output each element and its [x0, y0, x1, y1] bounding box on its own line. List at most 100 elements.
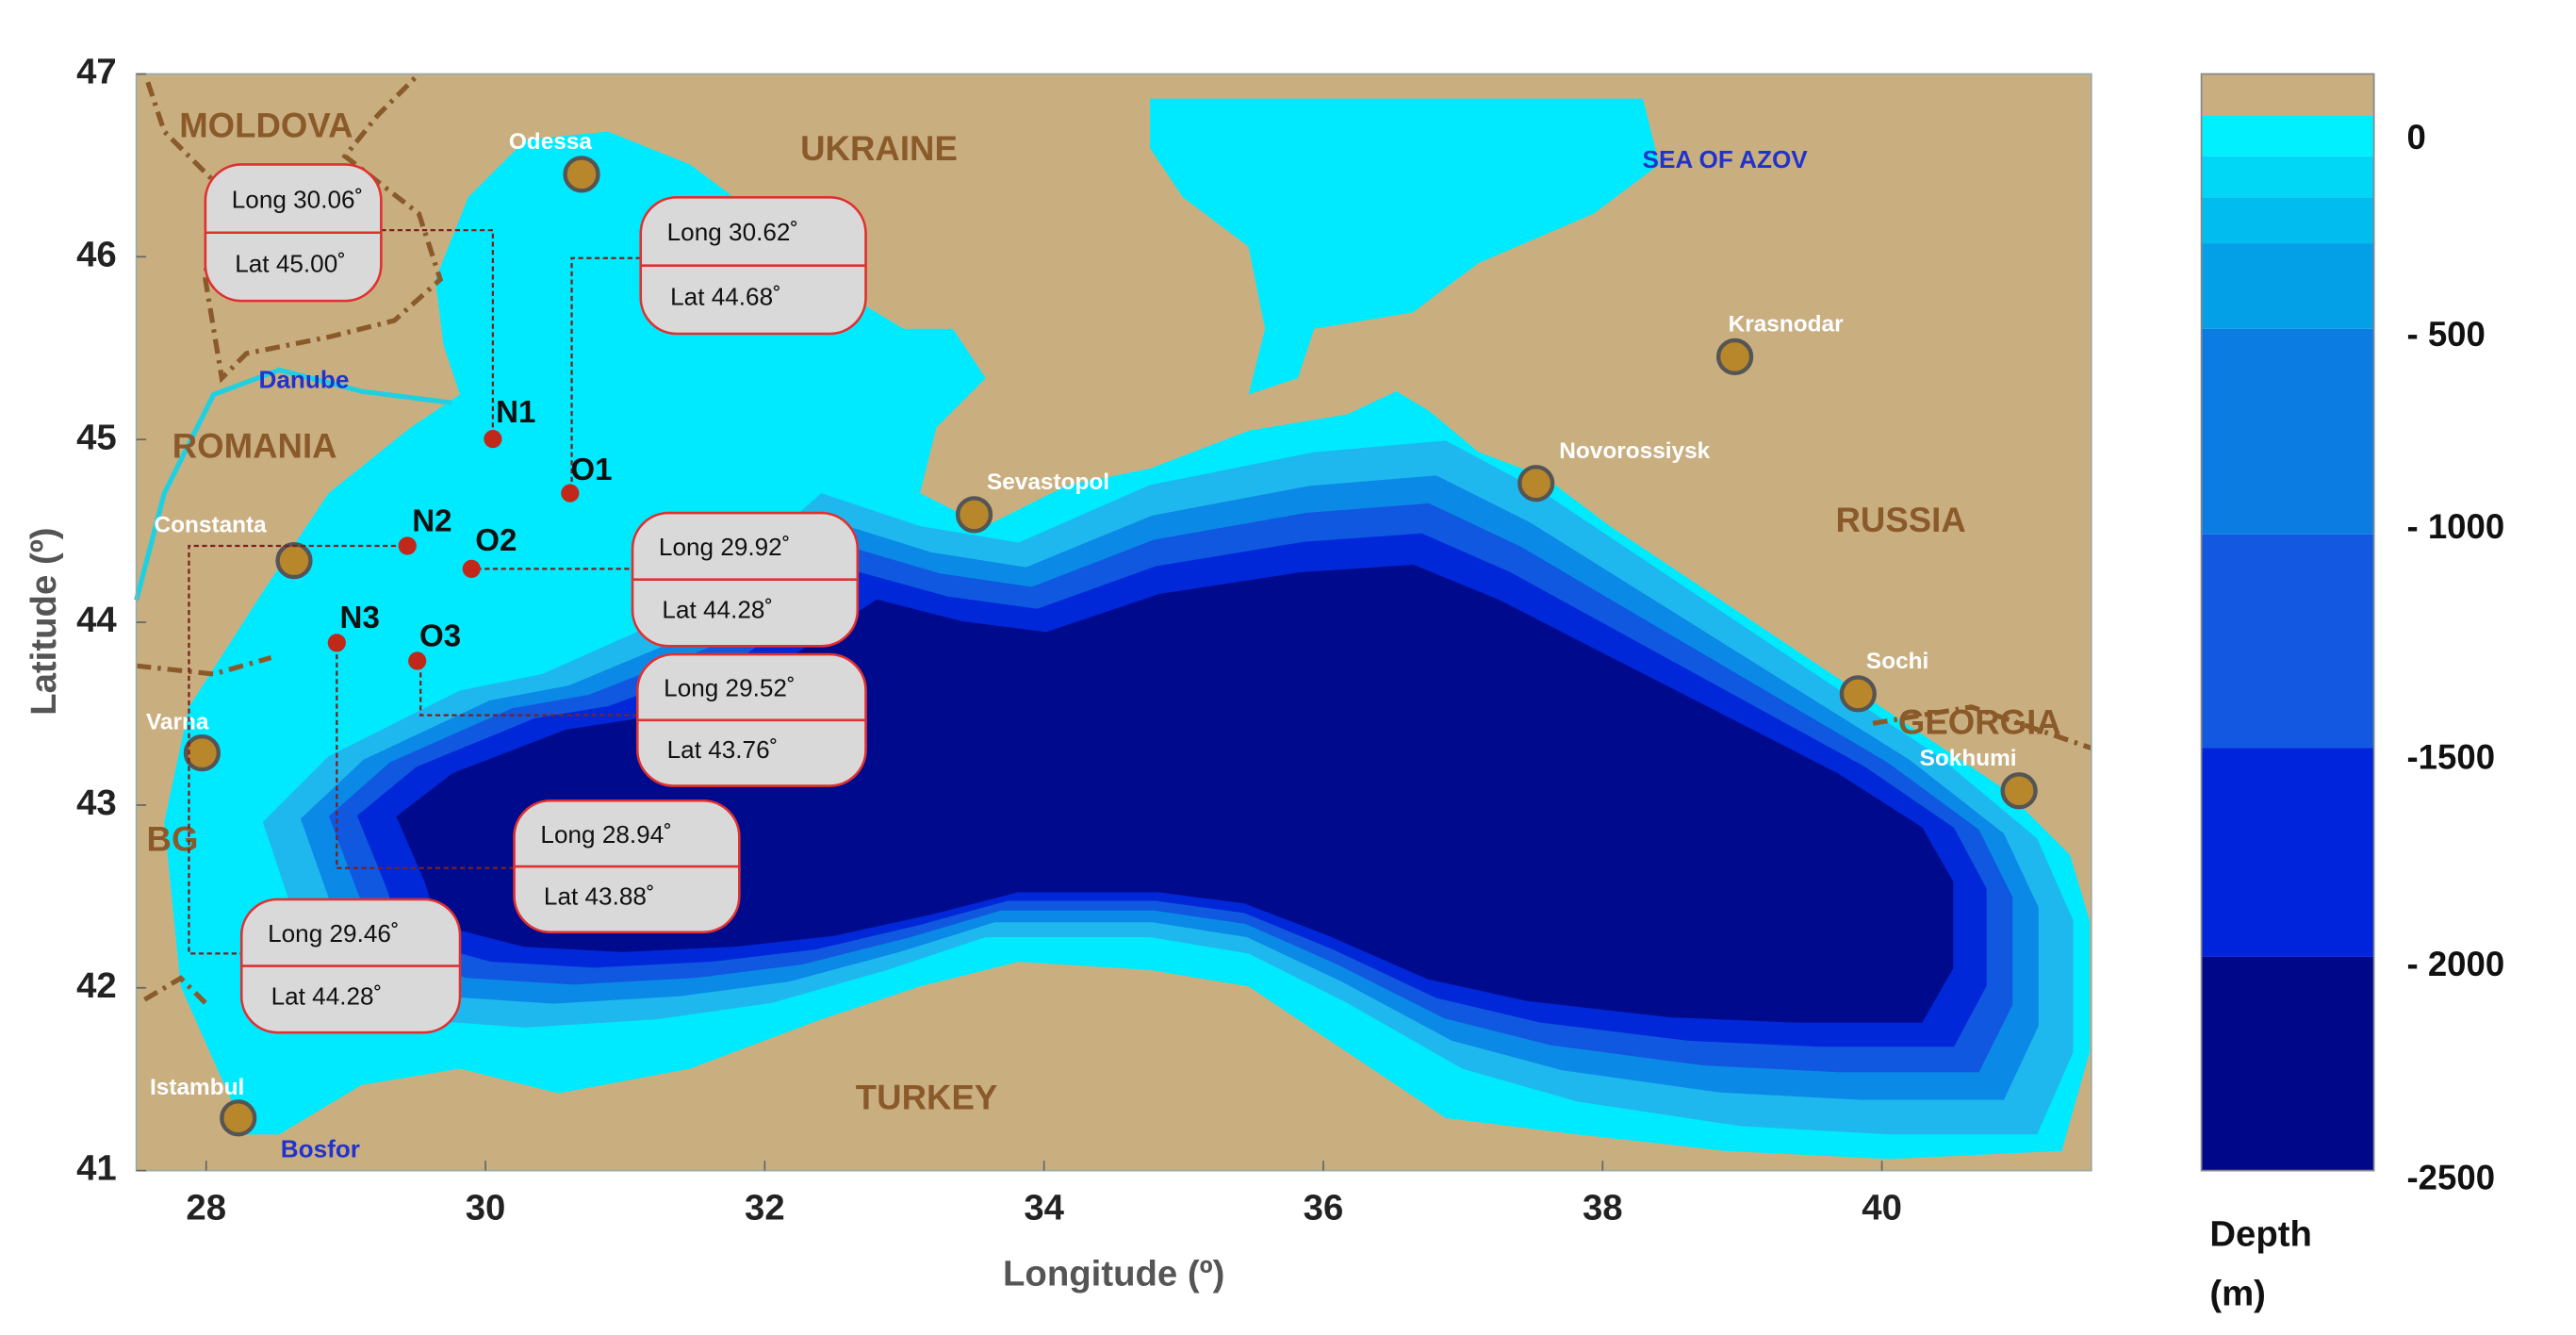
border	[1872, 704, 2092, 750]
city-marker	[183, 734, 221, 772]
x-tick-label: 30	[466, 1188, 506, 1228]
y-tick-label: 42	[76, 965, 117, 1006]
station-label: N2	[412, 503, 451, 538]
station-label: O2	[475, 523, 517, 558]
city-marker	[955, 496, 993, 534]
city-marker	[2000, 772, 2038, 810]
country-label: RUSSIA	[1835, 501, 1965, 539]
city-label: Constanta	[154, 512, 267, 537]
callout-lat: Lat 43.88˚	[544, 882, 655, 910]
colorbar-tick-label: -1500	[2406, 737, 2495, 776]
x-tick-label: 40	[1862, 1188, 1902, 1228]
colorbar-frame	[2200, 73, 2375, 1172]
country-label: BG	[147, 820, 199, 859]
station-label: O3	[419, 618, 461, 653]
callout-long: Long 29.52˚	[664, 674, 796, 702]
city-marker	[220, 1099, 257, 1137]
y-tick-label: 46	[76, 234, 117, 274]
city-label: Odessa	[509, 129, 593, 155]
callout-lat: Lat 44.28˚	[662, 596, 773, 624]
callout-long: Long 28.94˚	[540, 820, 672, 849]
colorbar-band	[2201, 534, 2374, 749]
city-marker	[563, 156, 600, 193]
colorbar-band	[2201, 115, 2374, 157]
station-marker	[484, 430, 502, 449]
city-marker	[1518, 465, 1555, 503]
colorbar-band	[2201, 197, 2374, 244]
colorbar-band	[2201, 956, 2374, 1171]
cities	[183, 156, 2038, 1137]
stations	[327, 430, 580, 670]
city-marker	[1839, 675, 1877, 713]
callout-lat: Lat 44.28˚	[271, 981, 383, 1010]
y-tick-label: 47	[76, 52, 117, 92]
callouts: Long 30.06˚ Lat 45.00˚ Long 30.62˚ Lat 44.6…	[204, 163, 867, 1034]
colorbar-tick-label: - 1000	[2406, 507, 2504, 546]
country-label: GEORGIA	[1898, 703, 2061, 742]
leader-line	[381, 229, 495, 431]
city-label: Sochi	[1866, 649, 1928, 674]
city-label: Novorossiysk	[1559, 438, 1710, 464]
country-label: MOLDOVA	[179, 107, 353, 145]
x-tick-label: 36	[1304, 1188, 1344, 1228]
callout-long: Long 30.62˚	[667, 218, 799, 246]
colorbar-band	[2201, 74, 2374, 116]
y-tick-label: 41	[76, 1148, 117, 1189]
x-tick-label: 28	[186, 1188, 226, 1228]
colorbar-band	[2201, 243, 2374, 329]
station-marker	[398, 536, 417, 555]
leader-line	[419, 664, 638, 717]
water-label: Danube	[259, 365, 350, 393]
callout-long: Long 29.46˚	[268, 919, 400, 948]
colorbar-title: (m)	[2209, 1273, 2266, 1313]
river	[134, 367, 452, 602]
city-label: Sevastopol	[987, 470, 1109, 495]
station-label: O1	[570, 453, 612, 487]
callout-long: Long 29.92˚	[659, 533, 791, 561]
border	[143, 975, 207, 1005]
water-label: SEA OF AZOV	[1643, 145, 1809, 173]
station-label: N1	[496, 395, 535, 430]
leader-line	[336, 646, 515, 869]
callout-lat: Lat 45.00˚	[235, 249, 346, 277]
station-label: N3	[340, 601, 380, 635]
city-label: Varna	[146, 710, 209, 735]
x-tick-label: 38	[1583, 1188, 1623, 1228]
leader-line	[188, 544, 404, 955]
city-label: Krasnodar	[1729, 312, 1844, 338]
border	[136, 655, 272, 677]
colorbar-band	[2201, 748, 2374, 957]
x-axis-label: Longitude (º)	[1003, 1253, 1224, 1294]
y-axis-label: Latitude (º)	[24, 527, 64, 715]
x-tick-label: 32	[745, 1188, 785, 1228]
colorbar-tick-label: - 500	[2406, 315, 2485, 354]
water-label: Bosfor	[281, 1135, 360, 1163]
station-marker	[408, 651, 427, 670]
colorbar-tick-label: -2500	[2406, 1159, 2495, 1197]
y-tick-label: 44	[76, 600, 117, 640]
colorbar-tick-label: 0	[2406, 118, 2425, 157]
city-label: Sokhumi	[1920, 746, 2017, 771]
leader-line	[570, 256, 641, 487]
callout-lat: Lat 44.68˚	[670, 282, 781, 310]
station-marker	[327, 634, 346, 652]
y-tick-label: 45	[76, 417, 117, 457]
callout-lat: Lat 43.76˚	[667, 735, 779, 764]
station-marker	[561, 484, 580, 503]
colorbar-band	[2201, 156, 2374, 198]
country-label: ROMANIA	[172, 427, 337, 466]
country-label: TURKEY	[856, 1078, 997, 1116]
colorbar-band	[2201, 328, 2374, 535]
city-marker	[275, 542, 313, 580]
x-tick-label: 34	[1024, 1188, 1064, 1228]
station-marker	[462, 559, 481, 578]
callout-long: Long 30.06˚	[232, 185, 364, 213]
border	[145, 72, 444, 384]
colorbar	[2200, 73, 2375, 1172]
colorbar-tick-label: - 2000	[2406, 945, 2504, 983]
colorbar-title: Depth	[2209, 1213, 2312, 1254]
sea-of-azov-water	[1150, 98, 1660, 395]
country-label: UKRAINE	[800, 129, 958, 168]
